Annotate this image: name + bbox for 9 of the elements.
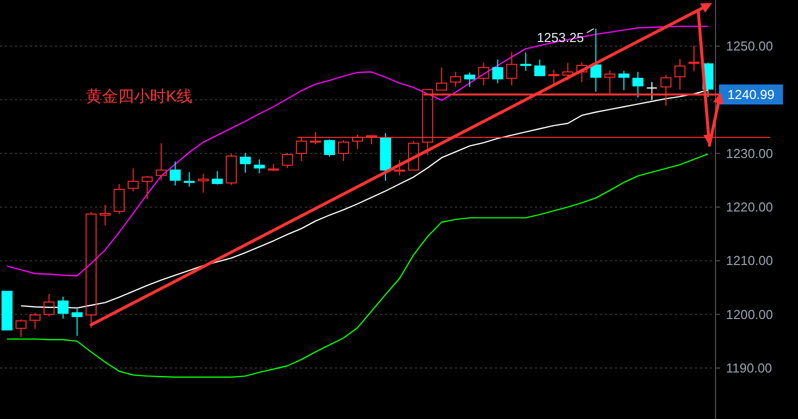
y-tick-label: 1210.00: [726, 253, 773, 268]
y-tick-label: 1230.00: [726, 146, 773, 161]
y-tick-label: 1250.00: [726, 38, 773, 54]
title: 黄金四小时K线: [86, 88, 193, 106]
annotation: 1253.25: [536, 30, 584, 46]
y-tick-label: 1190.00: [726, 360, 772, 376]
y-tick-label: 1200.00: [726, 306, 773, 322]
y-tick-label: 1220.00: [726, 200, 773, 215]
ref-line-label: 1240.99: [728, 86, 774, 102]
